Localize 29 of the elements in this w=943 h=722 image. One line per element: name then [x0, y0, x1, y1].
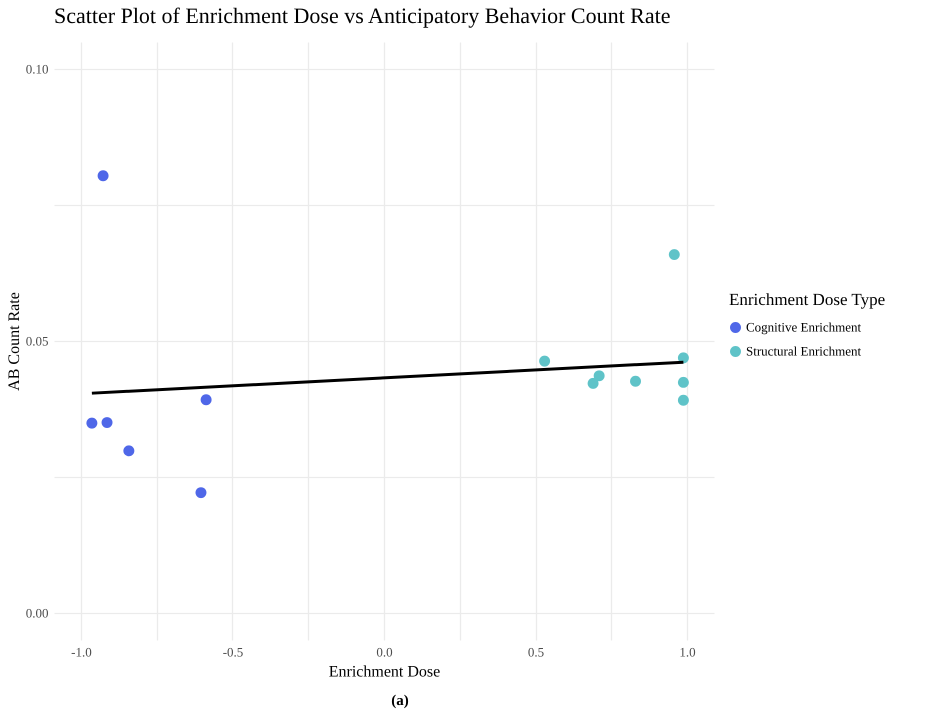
y-tick-label: 0.10 — [26, 62, 48, 77]
y-tick-label: 0.05 — [26, 334, 48, 348]
legend-label: Structural Enrichment — [746, 344, 862, 358]
point — [102, 417, 113, 428]
point — [594, 370, 605, 382]
y-axis-title: AB Count Rate — [6, 292, 23, 391]
x-axis-title: Enrichment Dose — [328, 664, 440, 680]
x-tick-label: -0.5 — [222, 644, 244, 660]
point — [630, 376, 641, 387]
point — [123, 445, 134, 456]
point — [588, 378, 599, 389]
point — [678, 352, 689, 364]
point — [678, 394, 689, 406]
point — [678, 376, 689, 388]
text: (a) — [390, 693, 410, 710]
legend-label: Cognitive Enrichment — [746, 320, 862, 334]
y-tick-label: 0.00 — [26, 605, 48, 620]
point — [195, 487, 206, 498]
point — [539, 356, 550, 367]
x-tick-label: -1.0 — [71, 644, 92, 660]
point — [98, 170, 109, 182]
legend-title: Enrichment Dose Type — [729, 290, 886, 309]
point — [86, 418, 98, 429]
chart-title: Scatter Plot of Enrichment Dose vs Anticipatory Behavior Count Rate — [54, 3, 670, 28]
x-tick-label: 0.0 — [376, 644, 393, 660]
x-tick-label: 1.0 — [679, 644, 696, 660]
x-tick-label: 0.5 — [528, 644, 544, 660]
point — [668, 249, 680, 260]
point — [200, 394, 212, 406]
